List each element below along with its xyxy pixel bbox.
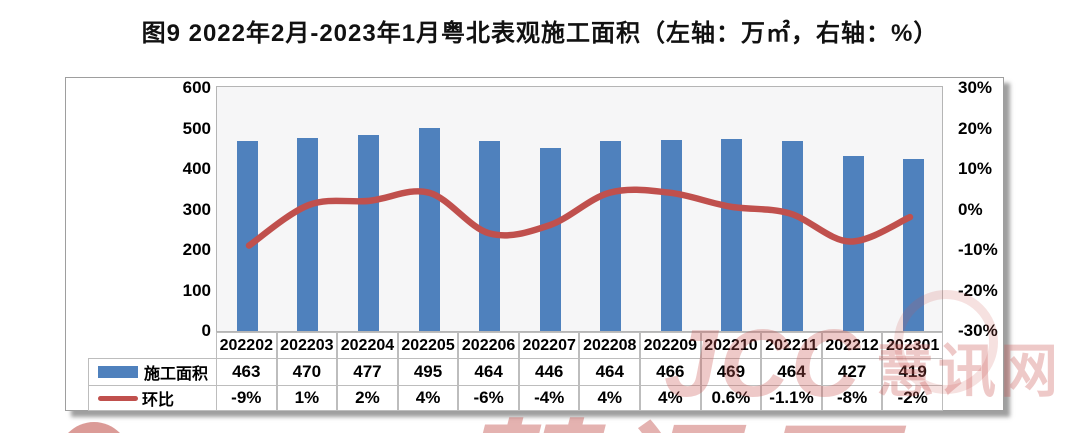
legend-bar-swatch-icon [98, 366, 138, 378]
construction-area-value-cell: 469 [700, 358, 762, 386]
watermark-bottom-disc-icon [58, 422, 130, 433]
left-axis-tick: 300 [182, 199, 211, 219]
construction-area-value-cell: 464 [579, 358, 641, 386]
bar [721, 138, 743, 331]
mom-value-cell: -9% [216, 385, 277, 411]
construction-area-value-cell: 477 [337, 358, 398, 386]
x-axis-label-cell: 202208 [579, 332, 641, 359]
left-axis-tick: 200 [182, 240, 211, 259]
legend-item-mom: 环比 [88, 385, 217, 411]
left-axis-tick: 400 [182, 159, 211, 178]
mom-value-cell: 4% [640, 385, 701, 411]
mom-value-cell: 0.6% [700, 385, 762, 411]
construction-area-value-cell: 495 [397, 358, 459, 386]
bar [539, 148, 561, 331]
left-axis-tick: 100 [182, 280, 211, 300]
construction-area-value-cell: 446 [518, 358, 580, 386]
plot-area [216, 86, 943, 332]
mom-value-cell: 1% [276, 385, 338, 411]
x-axis-label-cell: 202206 [458, 332, 519, 359]
construction-area-value-cell: 470 [276, 358, 338, 386]
mom-trend-line [245, 186, 914, 249]
legend-line-swatch-icon [98, 395, 138, 401]
bar [297, 138, 319, 331]
legend-label-construction-area: 施工面积 [144, 366, 209, 383]
mom-value-cell: 2% [337, 385, 398, 411]
right-axis-tick: 10% [958, 159, 993, 178]
x-axis-label-cell: 202205 [397, 332, 459, 359]
construction-area-value-cell: 463 [216, 358, 277, 386]
left-axis-tick: 0 [201, 321, 211, 340]
x-axis-label-cell: 202202 [216, 332, 277, 359]
trend-line-series [245, 186, 914, 249]
chart-title: 图9 2022年2月-2023年1月粤北表观施工面积（左轴：万㎡，右轴：%） [141, 20, 939, 47]
x-axis-label-cell: 202209 [640, 332, 701, 359]
mom-value-cell: 4% [579, 385, 641, 411]
mom-value-cell: -2% [882, 385, 943, 411]
right-axis-tick: 0% [958, 199, 983, 219]
construction-area-value-cell: 466 [640, 358, 701, 386]
bar [660, 139, 682, 331]
construction-area-value-cell: 427 [821, 358, 883, 386]
x-axis-label-cell: 202211 [761, 332, 822, 359]
mom-value-row: -9% 1% 2% 4% -6% -4% 4% 4% 0.6% -1.1% -8% -2% [216, 385, 943, 411]
construction-area-value-cell: 464 [761, 358, 822, 386]
legend-label-mom: 环比 [142, 392, 175, 409]
right-axis-tick: 20% [958, 118, 993, 138]
right-axis-tick: -20% [958, 280, 998, 300]
x-axis-label-cell: 202204 [337, 332, 398, 359]
chart-frame: 600 500 400 300 200 100 0 30% 20% 10% 0% -10% -20% -… [65, 77, 1058, 412]
mom-value-cell: -8% [821, 385, 883, 411]
mom-value-cell: -4% [518, 385, 580, 411]
x-axis-label-row: 202202 202203 202204 202205 202206 202207 2022… [216, 332, 943, 359]
right-axis-tick: -30% [958, 321, 998, 340]
bar [418, 128, 440, 331]
mom-value-cell: -1.1% [761, 385, 822, 411]
x-axis-label-cell: 202207 [518, 332, 580, 359]
construction-area-value-row: 463 470 477 495 464 446 464 466 469 464 427 419 [216, 358, 943, 386]
bar [782, 140, 804, 331]
bar [236, 141, 258, 331]
bar [903, 159, 925, 331]
left-axis-tick: 500 [182, 118, 211, 138]
legend-item-construction-area: 施工面积 [88, 358, 217, 386]
right-axis-tick: 30% [958, 78, 993, 97]
mom-value-cell: -6% [458, 385, 519, 411]
x-axis-label-cell: 202203 [276, 332, 338, 359]
mom-value-cell: 4% [397, 385, 459, 411]
construction-area-value-cell: 464 [458, 358, 519, 386]
x-axis-label-cell: 202210 [700, 332, 762, 359]
construction-area-value-cell: 419 [882, 358, 943, 386]
bar [357, 135, 379, 331]
x-axis-label-cell: 202212 [821, 332, 883, 359]
x-axis-label-cell: 202301 [882, 332, 943, 359]
left-axis-tick: 600 [182, 78, 211, 97]
right-axis-tick: -10% [958, 240, 998, 259]
